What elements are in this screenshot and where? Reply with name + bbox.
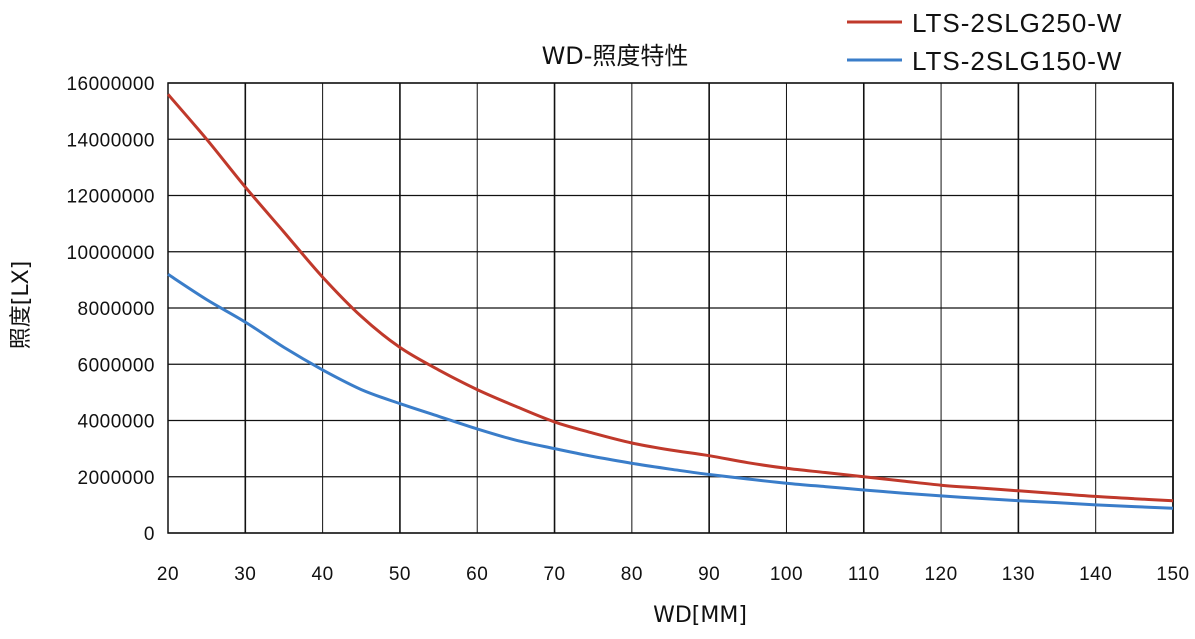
- x-tick-label: 30: [234, 564, 256, 585]
- x-tick-label: 100: [770, 564, 803, 585]
- legend-label-1: LTS-2SLG250-W: [912, 8, 1122, 38]
- x-tick-labels: 20 30 40 50 60 70 80 90 100 110 120 130 140 150: [157, 564, 1189, 585]
- y-tick-label: 2000000: [78, 468, 155, 489]
- x-tick-label: 130: [1002, 564, 1035, 585]
- series-lines: [166, 93, 1174, 510]
- series-line-1: [166, 93, 1174, 503]
- x-tick-label: 90: [698, 564, 720, 585]
- y-tick-label: 8000000: [78, 299, 155, 320]
- legend-label-2: LTS-2SLG150-W: [912, 46, 1122, 76]
- y-tick-label: 6000000: [78, 355, 155, 376]
- y-axis-label: 照度[LX]: [9, 261, 34, 350]
- x-tick-label: 150: [1156, 564, 1189, 585]
- x-tick-label: 20: [157, 564, 179, 585]
- y-tick-label: 16000000: [66, 74, 155, 95]
- plot-frame: [167, 82, 1174, 534]
- x-tick-label: 40: [312, 564, 334, 585]
- x-tick-label: 70: [543, 564, 565, 585]
- x-tick-label: 60: [466, 564, 488, 585]
- y-tick-label: 14000000: [66, 130, 155, 151]
- x-tick-label: 140: [1079, 564, 1112, 585]
- y-tick-labels: 0 2000000 4000000 6000000 8000000 10000000 120…: [66, 74, 155, 545]
- x-tick-label: 80: [621, 564, 643, 585]
- chart-title: WD-照度特性: [542, 42, 689, 70]
- grid: [167, 82, 1174, 534]
- y-tick-label: 4000000: [78, 412, 155, 433]
- y-tick-label: 10000000: [66, 243, 155, 264]
- legend: LTS-2SLG250-W LTS-2SLG150-W: [847, 8, 1122, 76]
- x-axis-label: WD[MM]: [653, 603, 747, 628]
- x-tick-label: 120: [924, 564, 957, 585]
- series-line-2: [167, 273, 1174, 510]
- y-tick-label: 12000000: [66, 187, 155, 208]
- x-tick-label: 110: [848, 564, 880, 585]
- x-tick-label: 50: [389, 564, 411, 585]
- y-tick-label: 0: [144, 524, 155, 545]
